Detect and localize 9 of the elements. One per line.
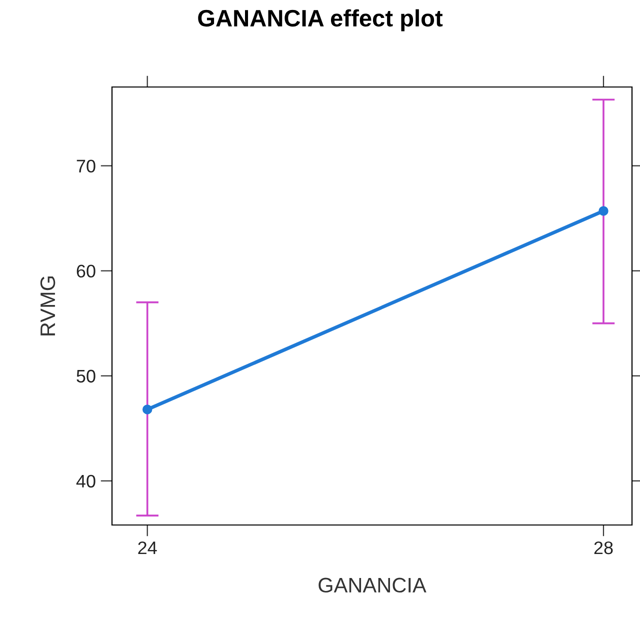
y-tick-label: 60 — [76, 264, 96, 278]
y-tick-label: 40 — [76, 474, 96, 488]
y-axis-title: RVMG — [40, 276, 56, 336]
x-tick-label: 28 — [594, 541, 613, 554]
y-tick-label: 50 — [76, 370, 96, 383]
x-axis-title: GANANCIA — [318, 578, 426, 593]
x-tick-label: 24 — [138, 541, 157, 554]
y-tick-label: 70 — [76, 160, 96, 172]
chart-title: GANANCIA effect plot — [198, 9, 443, 32]
